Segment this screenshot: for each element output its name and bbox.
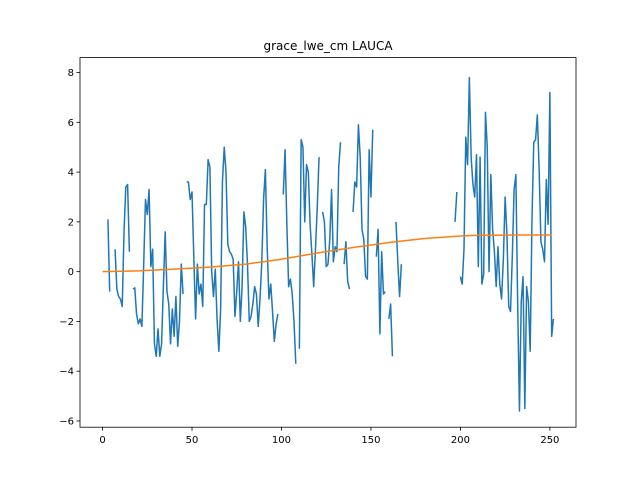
y-tick-label: 2 [68,217,74,228]
axes-layer [79,57,577,428]
series-1-line-segment [132,188,184,358]
series-1-line-segment [454,191,458,222]
x-tick-label: 50 [186,435,199,446]
x-tick-label: 150 [361,435,380,446]
x-tick-label: 200 [451,435,470,446]
series-1-line-segment [186,146,279,353]
y-tick-label: 8 [68,68,74,79]
y-tick-label: −6 [59,416,74,427]
series-layer [102,76,555,412]
series-1-line-segment [107,219,111,292]
x-tick-label: 250 [540,435,559,446]
series-2-line-segment [102,234,552,273]
x-tick-label: 0 [99,435,105,446]
y-tick-label: −2 [59,317,74,328]
series-1-line-segment [375,228,386,335]
series-1-line-segment [282,148,297,364]
series-1-line-segment [114,183,131,308]
series-1-line-segment [352,124,374,280]
plot-area [80,57,576,428]
series-1-line-segment [298,138,320,349]
series-1-line-segment [388,303,394,357]
y-tick-label: 0 [68,267,74,278]
y-tick-label: 4 [68,168,74,179]
ticks-layer: 0 50 100 150 200 250 −6 −4 −2 0 2 4 6 8 [59,68,559,446]
x-tick-label: 100 [272,435,291,446]
series-1-line-segment [343,241,351,290]
chart-title: grace_lwe_cm LAUCA [263,39,393,53]
y-tick-label: −4 [59,367,74,378]
series-1-line-segment [459,76,555,412]
y-tick-label: 6 [68,118,74,129]
axes-frame [79,57,577,428]
